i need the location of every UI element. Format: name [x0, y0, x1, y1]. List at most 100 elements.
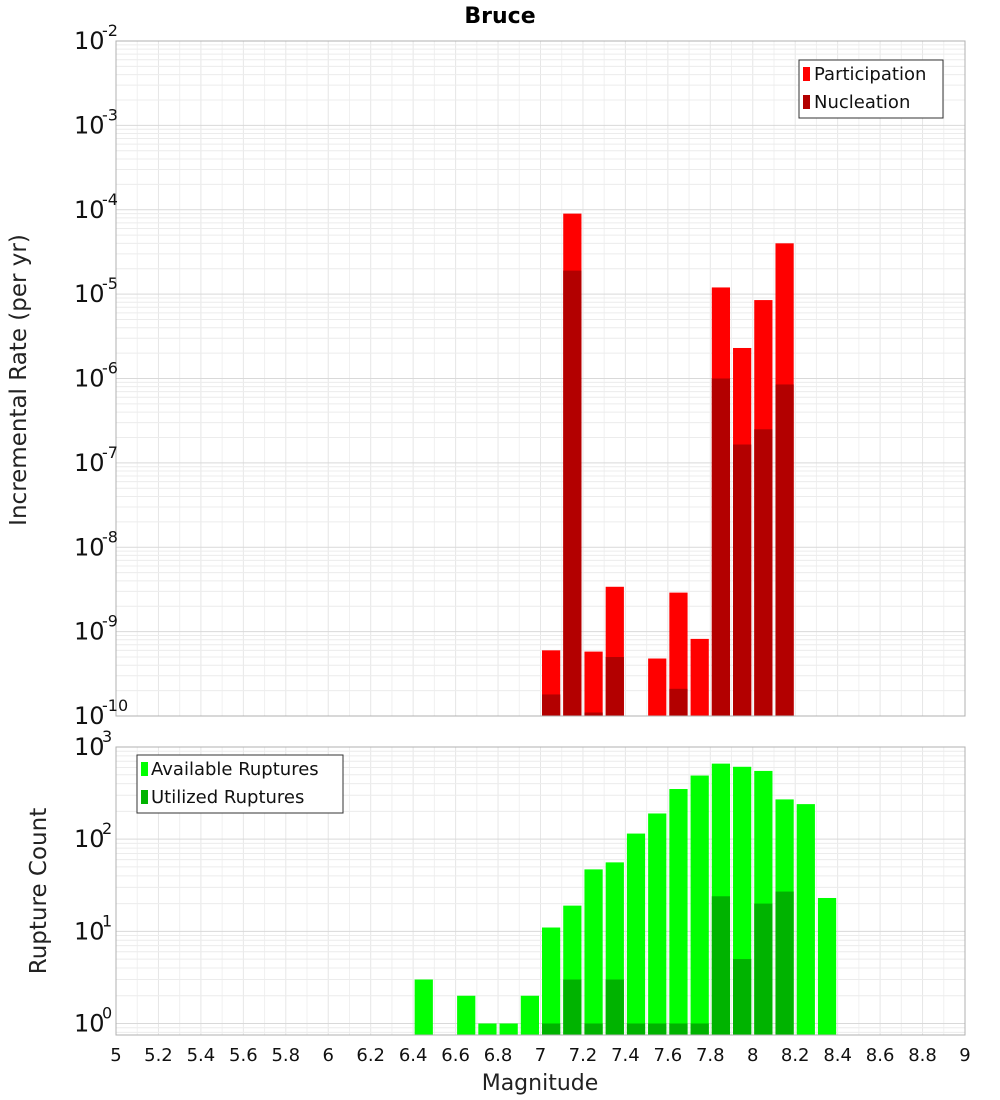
bar-nucleation	[775, 384, 794, 716]
bar-nucleation	[542, 694, 561, 716]
bar-utilized-ruptures	[584, 1023, 603, 1035]
y-tick-exponent: -5	[102, 274, 118, 293]
bar-utilized-ruptures	[542, 1023, 561, 1035]
bar-utilized-ruptures	[711, 896, 731, 1035]
x-tick-label: 6	[323, 1045, 334, 1066]
y-tick-exponent: 0	[102, 1003, 112, 1022]
x-tick-label: 5.4	[187, 1045, 216, 1066]
x-tick-label: 8	[747, 1045, 758, 1066]
legend-label-participation: Participation	[814, 64, 926, 85]
y-tick-label: 10	[74, 825, 105, 853]
x-tick-label: 9	[959, 1045, 970, 1066]
bar-available-ruptures	[414, 979, 433, 1035]
y-tick-exponent: -4	[102, 190, 118, 209]
legend-swatch-nucleation	[803, 95, 810, 109]
y-tick-label: 10	[74, 733, 105, 761]
y-tick-exponent: 3	[102, 727, 112, 746]
bar-participation	[648, 658, 667, 716]
bottom-legend-box	[136, 754, 344, 814]
y-tick-label: 10	[74, 618, 105, 646]
x-tick-label: 5.2	[144, 1045, 173, 1066]
bar-utilized-ruptures	[626, 1023, 646, 1035]
bottom-gridlines	[115, 746, 966, 1035]
top-bars	[542, 213, 794, 717]
y-tick-exponent: -10	[102, 696, 128, 715]
x-tick-label: 8.6	[866, 1045, 895, 1066]
bar-nucleation	[669, 688, 688, 716]
x-tick-label: 5.8	[271, 1045, 300, 1066]
x-tick-label: 7.2	[569, 1045, 598, 1066]
top-y-axis-label: Incremental Rate (per yr)	[6, 234, 32, 526]
x-tick-label: 5	[110, 1045, 121, 1066]
legend-label-utilized-ruptures: Utilized Ruptures	[151, 787, 304, 808]
y-tick-label: 10	[74, 533, 105, 561]
top-plot-frame	[115, 40, 966, 717]
top-gridlines	[115, 40, 966, 717]
x-tick-label: 8.4	[823, 1045, 852, 1066]
y-tick-exponent: -2	[102, 21, 118, 40]
top-legend-box	[798, 59, 944, 119]
bar-participation	[690, 638, 709, 716]
x-tick-labels: 5 5.2 5.4 5.6 5.8 6 6.2 6.4 6.6 6.8 7 7.2 7.4 7.6 7.8 8…	[110, 1045, 970, 1066]
y-tick-label: 10	[74, 449, 105, 477]
bar-utilized-ruptures	[733, 959, 752, 1035]
x-tick-label: 5.6	[229, 1045, 258, 1066]
x-tick-label: 7.8	[696, 1045, 725, 1066]
y-tick-label: 10	[74, 917, 105, 945]
x-tick-label: 8.8	[908, 1045, 937, 1066]
bar-available-ruptures	[584, 869, 603, 1035]
bar-available-ruptures	[457, 995, 476, 1035]
x-tick-label: 7.6	[654, 1045, 683, 1066]
legend-swatch-utilized-ruptures	[141, 790, 148, 804]
x-tick-label: 6.6	[441, 1045, 470, 1066]
bar-available-ruptures	[478, 1023, 497, 1035]
x-tick-label: 7	[535, 1045, 546, 1066]
bar-utilized-ruptures	[754, 903, 773, 1035]
x-tick-label: 6.4	[399, 1045, 428, 1066]
bottom-bars	[414, 763, 837, 1035]
y-tick-exponent: 2	[102, 819, 112, 838]
bar-available-ruptures	[669, 789, 688, 1035]
legend-swatch-available-ruptures	[141, 762, 148, 776]
x-tick-label: 8.2	[781, 1045, 810, 1066]
bar-available-ruptures	[648, 813, 667, 1035]
y-tick-exponent: -6	[102, 359, 118, 378]
bar-available-ruptures	[542, 927, 561, 1035]
bar-participation	[669, 592, 688, 716]
y-tick-exponent: -8	[102, 527, 118, 546]
y-tick-exponent: 1	[102, 911, 112, 930]
y-tick-label: 10	[74, 196, 105, 224]
x-axis-label: Magnitude	[482, 1071, 599, 1096]
bar-nucleation	[584, 712, 603, 716]
bar-available-ruptures	[817, 897, 837, 1035]
bar-available-ruptures	[626, 833, 646, 1035]
legend-label-available-ruptures: Available Ruptures	[151, 759, 319, 780]
x-tick-label: 6.2	[356, 1045, 385, 1066]
y-tick-label: 10	[74, 702, 105, 730]
bar-utilized-ruptures	[605, 979, 624, 1035]
bar-utilized-ruptures	[648, 1023, 667, 1035]
y-tick-label: 10	[74, 1009, 105, 1037]
y-tick-label: 10	[74, 111, 105, 139]
x-tick-label: 7.4	[611, 1045, 640, 1066]
bar-available-ruptures	[796, 804, 815, 1035]
bar-nucleation	[605, 657, 624, 716]
top-legend: Participation Nucleation	[798, 59, 944, 119]
bar-utilized-ruptures	[775, 891, 794, 1035]
y-tick-exponent: -9	[102, 612, 118, 631]
bar-nucleation	[754, 429, 773, 716]
bar-participation	[584, 651, 603, 716]
y-tick-label: 10	[74, 365, 105, 393]
bottom-plot-frame	[115, 746, 966, 1036]
y-tick-exponent: -3	[102, 105, 118, 124]
bottom-legend: Available Ruptures Utilized Ruptures	[136, 754, 344, 814]
legend-label-nucleation: Nucleation	[814, 92, 910, 113]
bar-nucleation	[563, 270, 582, 716]
bar-utilized-ruptures	[690, 1023, 709, 1035]
chart-title: Bruce	[464, 4, 535, 29]
y-tick-label: 10	[74, 27, 105, 55]
